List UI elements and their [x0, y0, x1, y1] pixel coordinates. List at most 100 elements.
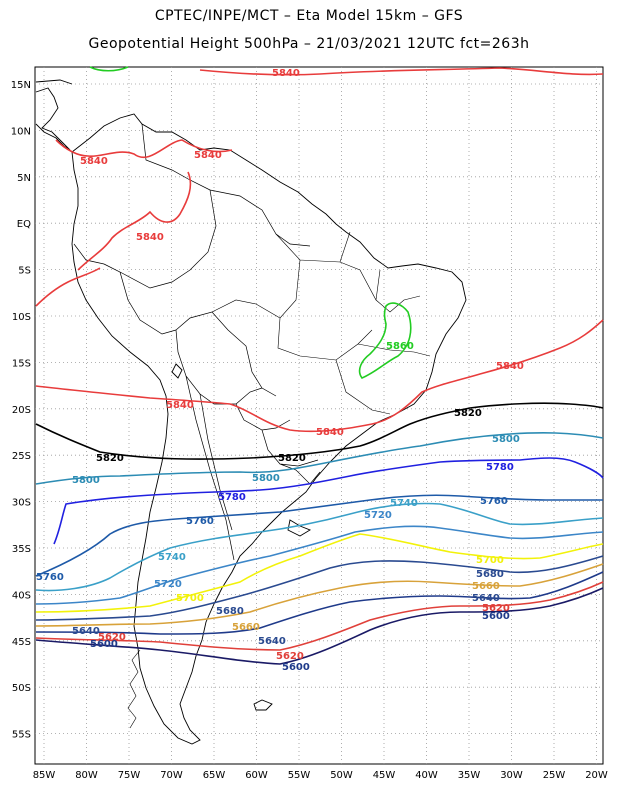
longitude-label: 60W	[245, 770, 268, 781]
latitude-label: 5N	[17, 173, 31, 184]
contour-label: 5840	[272, 68, 300, 79]
longitude-label: 70W	[160, 770, 183, 781]
contour-label: 5620	[276, 651, 304, 662]
contour-label: 5800	[252, 473, 280, 484]
contour-label: 5680	[216, 606, 244, 617]
contour-label: 5820	[278, 453, 306, 464]
contour-label: 5640	[72, 626, 100, 637]
latitude-label: 30S	[12, 498, 31, 509]
contour-label: 5840	[496, 361, 524, 372]
contour-label: 5780	[486, 462, 514, 473]
contour-label: 5700	[176, 593, 204, 604]
contour-label: 5720	[154, 579, 182, 590]
chart-title: CPTEC/INPE/MCT – Eta Model 15km – GFS	[154, 8, 464, 24]
contour-label: 5600	[482, 611, 510, 622]
contour-label: 5760	[480, 496, 508, 507]
contour-label: 5640	[472, 593, 500, 604]
contour-label: 5800	[72, 475, 100, 486]
contour-5760-main	[35, 494, 603, 577]
latitude-label: 20S	[12, 405, 31, 416]
map-frame	[34, 66, 604, 765]
contour-5680-main	[35, 555, 604, 621]
contour-label: 5620	[482, 603, 510, 614]
contour-label: 5660	[472, 581, 500, 592]
chart-subtitle: Geopotential Height 500hPa – 21/03/2021 …	[88, 36, 530, 52]
longitude-label: 75W	[118, 770, 141, 781]
contour-5840-colombia	[77, 171, 192, 271]
longitude-label: 20W	[585, 770, 608, 781]
contour-label: 5600	[90, 639, 118, 650]
contour-5820-main	[35, 402, 604, 460]
contour-5740-main	[35, 502, 604, 592]
latitude-label: 15S	[12, 358, 31, 369]
contour-label: 5840	[316, 427, 344, 438]
chile-archipelago	[127, 649, 141, 729]
contour-label: 5840	[136, 232, 164, 243]
height-contours	[35, 66, 604, 665]
longitude-label: 50W	[330, 770, 353, 781]
caribbean-north-coast	[35, 79, 73, 85]
contour-label: 5800	[492, 434, 520, 445]
contour-5800-main	[35, 432, 604, 485]
latitude-label: 50S	[12, 683, 31, 694]
longitude-label: 25W	[543, 770, 566, 781]
contour-label: 5760	[36, 572, 64, 583]
latitude-labels: 15N 10N 5N EQ 5S 10S 15S 20S 25S 30S 35S 40S 45S 50S 5…	[11, 80, 31, 741]
latitude-label: EQ	[17, 219, 31, 230]
contour-5660-main	[35, 563, 604, 627]
contour-label: 5820	[96, 453, 124, 464]
contour-label: 5660	[232, 622, 260, 633]
latitude-label: 40S	[12, 590, 31, 601]
contour-label: 5720	[364, 510, 392, 521]
contour-5840-pacific	[35, 267, 101, 307]
longitude-label: 35W	[458, 770, 481, 781]
contour-label: 5620	[98, 632, 126, 643]
contour-5840-venezuela	[55, 139, 233, 159]
contour-5860-brazil	[358, 302, 412, 379]
contour-label: 5840	[166, 400, 194, 411]
contour-5860-north	[89, 66, 129, 72]
contour-5700-main	[35, 533, 604, 613]
longitude-labels: 85W 80W 75W 70W 65W 60W 55W 50W 45W 40W 35W 30W 25W 2…	[33, 770, 608, 781]
contour-5780-main	[53, 457, 604, 545]
contour-5720-main	[35, 525, 604, 605]
longitude-label: 40W	[415, 770, 438, 781]
contour-5640-main	[35, 571, 604, 635]
contour-label: 5740	[390, 498, 418, 509]
longitude-label: 85W	[33, 770, 56, 781]
longitude-label: 80W	[75, 770, 98, 781]
contour-5840-top	[199, 67, 604, 76]
contour-5620-main	[35, 581, 604, 651]
contour-5840-south	[35, 319, 604, 433]
latitude-label: 45S	[12, 637, 31, 648]
contour-5600-main	[35, 587, 604, 665]
latitude-label: 25S	[12, 451, 31, 462]
latitude-label: 5S	[18, 266, 31, 277]
longitude-label: 55W	[288, 770, 311, 781]
longitude-label: 30W	[500, 770, 523, 781]
latitude-label: 35S	[12, 544, 31, 555]
country-borders	[73, 123, 321, 561]
lake-titicaca	[171, 363, 183, 379]
falkland-islands	[253, 699, 273, 711]
latitude-label: 10S	[12, 312, 31, 323]
south-america-coast	[71, 113, 467, 745]
contour-label: 5840	[194, 150, 222, 161]
longitude-label: 45W	[373, 770, 396, 781]
latitude-label: 10N	[11, 126, 31, 137]
contour-label: 5640	[258, 636, 286, 647]
contour-label: 5860	[386, 341, 414, 352]
contour-label: 5600	[282, 662, 310, 673]
contour-label: 5740	[158, 552, 186, 563]
latitude-label: 55S	[12, 730, 31, 741]
contour-label: 5700	[476, 555, 504, 566]
contour-label: 5820	[454, 408, 482, 419]
latitude-label: 15N	[11, 80, 31, 91]
contour-label: 5780	[218, 492, 246, 503]
contour-label: 5760	[186, 516, 214, 527]
central-america-coast	[35, 87, 71, 151]
contour-label: 5840	[80, 156, 108, 167]
contour-label: 5680	[476, 569, 504, 580]
longitude-label: 65W	[203, 770, 226, 781]
